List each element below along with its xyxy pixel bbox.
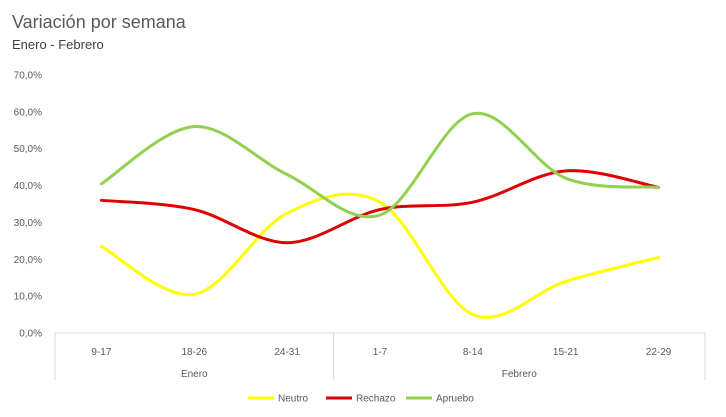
y-tick-label: 0,0% [19,329,42,340]
y-tick-label: 50,0% [14,144,42,155]
y-tick-label: 40,0% [14,181,42,192]
x-tick-label: 9-17 [91,347,111,358]
y-tick-label: 60,0% [14,107,42,118]
series-line-rechazo [99,169,661,245]
chart-subtitle: Enero - Febrero [12,37,104,52]
x-tick-label: 22-29 [646,347,672,358]
series-line-apruebo [99,111,661,219]
legend-label-neutro: Neutro [278,394,308,405]
legend-label-apruebo: Apruebo [436,394,474,405]
y-tick-label: 20,0% [14,255,42,266]
y-tick-label: 30,0% [14,218,42,229]
x-tick-label: 1-7 [373,347,388,358]
x-tick-label: 24-31 [274,347,300,358]
chart-title: Variación por semana [12,12,186,32]
x-tick-label: 8-14 [463,347,483,358]
group-label: Enero [181,369,208,380]
legend-label-rechazo: Rechazo [356,394,396,405]
x-tick-label: 18-26 [181,347,207,358]
y-tick-label: 70,0% [14,71,42,82]
x-tick-label: 15-21 [553,347,579,358]
y-tick-label: 10,0% [14,292,42,303]
series-line-neutro [99,192,661,319]
group-label: Febrero [502,369,537,380]
